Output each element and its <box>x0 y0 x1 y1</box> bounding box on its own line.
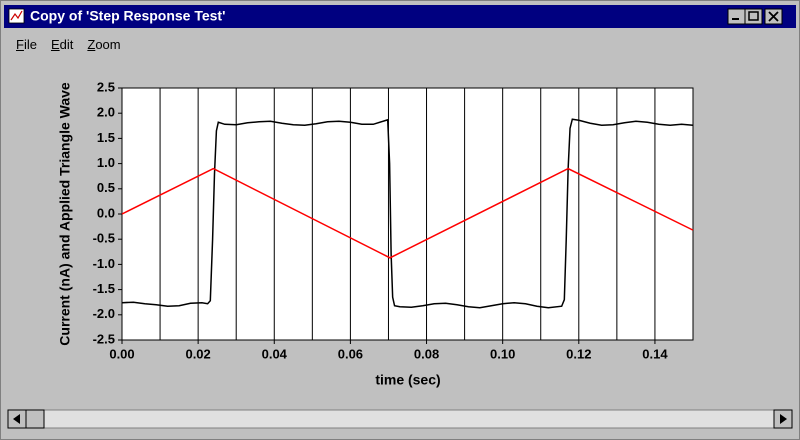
menu-file[interactable]: File <box>16 37 37 52</box>
menu-edit[interactable]: Edit <box>50 37 74 52</box>
window-title: Copy of 'Step Response Test' <box>30 8 225 24</box>
y-tick-label: -1.0 <box>93 256 115 271</box>
data-line <box>121 118 694 309</box>
y-tick-label: 1.5 <box>97 130 115 145</box>
y-tick-label: 0.0 <box>97 205 115 220</box>
close-button[interactable] <box>764 8 783 25</box>
x-tick-label: 0.04 <box>262 346 288 361</box>
y-axis-label: Current (nA) and Applied Triangle Wave <box>57 82 73 346</box>
y-tick-label: -1.5 <box>93 281 115 296</box>
y-tick-label: 2.5 <box>97 79 115 94</box>
plot-area <box>122 88 693 340</box>
x-tick-label: 0.14 <box>642 346 668 361</box>
app-icon-graph <box>10 10 23 21</box>
x-tick-label: 0.08 <box>414 346 439 361</box>
title-bar <box>4 5 796 28</box>
y-tick-label: 1.0 <box>97 155 115 170</box>
y-tick-label: 2.0 <box>97 105 115 120</box>
minimize-button[interactable] <box>727 8 746 25</box>
y-tick-label: -2.5 <box>93 331 115 346</box>
x-tick-label: 0.02 <box>185 346 210 361</box>
horizontal-scrollbar[interactable] <box>7 409 793 429</box>
data-line <box>121 167 694 259</box>
plot: 0.00 0.02 0.04 0.06 0.08 0.10 0.12 0.14 2.5 2.0 1.… <box>93 79 694 361</box>
x-tick-label: 0.00 <box>109 346 134 361</box>
menu-bar: File Edit Zoom <box>16 37 121 52</box>
x-tick-label: 0.06 <box>338 346 363 361</box>
x-tick-label: 0.12 <box>566 346 591 361</box>
y-tick-label: -0.5 <box>93 231 115 246</box>
maximize-button[interactable] <box>744 8 763 25</box>
x-axis-label: time (sec) <box>375 372 440 388</box>
y-tick-label: 0.5 <box>97 180 115 195</box>
menu-zoom[interactable]: Zoom <box>87 37 121 52</box>
x-tick-label: 0.10 <box>490 346 515 361</box>
y-tick-label: -2.0 <box>93 306 115 321</box>
